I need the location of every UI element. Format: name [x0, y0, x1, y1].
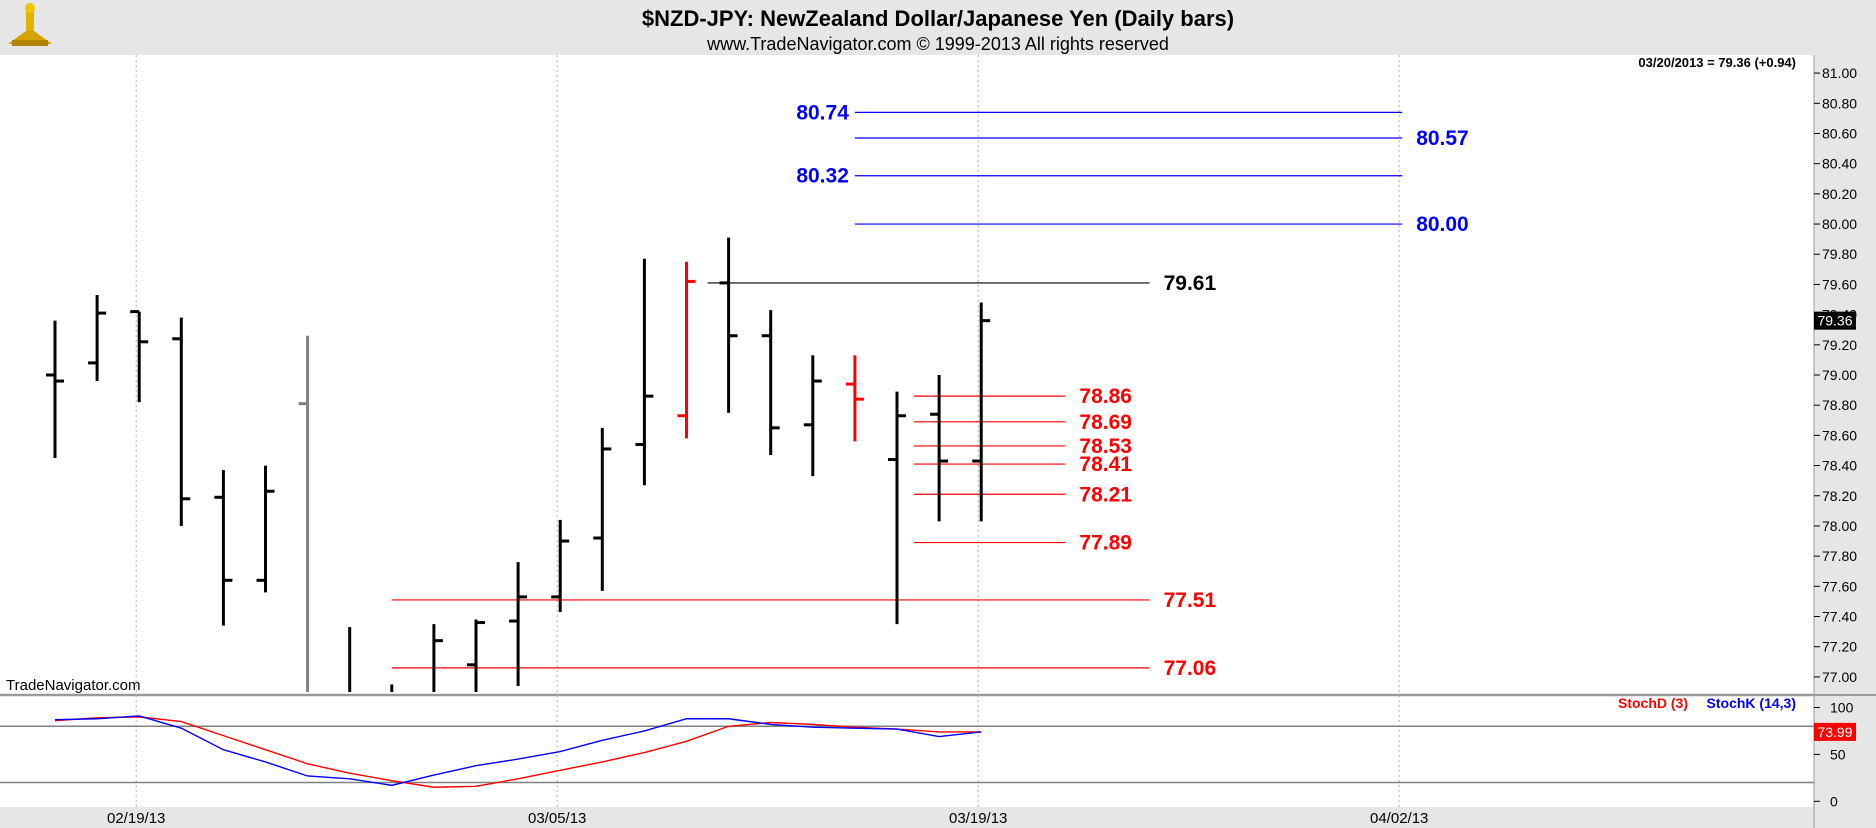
price-tick-20: 77.00 — [1822, 669, 1857, 685]
level-label-7: 78.53 — [1079, 435, 1132, 458]
level-label-1: 80.57 — [1416, 127, 1469, 150]
price-tick-0: 81.00 — [1822, 65, 1857, 81]
price-tick-3: 80.40 — [1822, 156, 1857, 172]
ohlc-bar-16 — [719, 237, 738, 413]
ohlc-bar-20 — [888, 391, 906, 625]
ohlc-bar-15 — [677, 261, 696, 439]
price-tick-16: 77.80 — [1822, 548, 1857, 564]
ohlc-bar-11 — [509, 562, 528, 686]
price-tick-4: 80.20 — [1822, 186, 1857, 202]
ohlc-bar-17 — [761, 310, 780, 456]
ohlc-bar-4 — [214, 470, 233, 626]
price-tick-19: 77.20 — [1822, 639, 1857, 655]
ohlc-bar-1 — [88, 294, 107, 382]
stoch-series-1 — [54, 715, 982, 787]
level-label-2: 80.32 — [796, 165, 849, 188]
price-tick-13: 78.40 — [1822, 458, 1857, 474]
price-tick-1: 80.80 — [1822, 95, 1857, 111]
grid-lines — [135, 55, 1400, 807]
ohlc-bar-2 — [130, 310, 149, 403]
stochastic-lines — [0, 715, 1814, 788]
price-tick-6: 79.80 — [1822, 246, 1857, 262]
level-label-3: 80.00 — [1416, 213, 1469, 236]
ohlc-bar-9 — [432, 624, 443, 692]
date-axis: 02/19/13 03/05/13 03/19/13 04/02/13 — [107, 810, 1428, 827]
price-levels: 80.74 80.57 80.32 80.00 79.61 78.86 78.6978.53… — [391, 101, 1469, 680]
price-tick-14: 78.20 — [1822, 488, 1857, 504]
price-tick-17: 77.60 — [1822, 578, 1857, 594]
legend-stoch-k: StochK (14,3) — [1707, 695, 1796, 711]
price-tick-10: 79.00 — [1822, 367, 1857, 383]
ohlc-bar-22 — [972, 302, 991, 522]
level-label-9: 78.21 — [1079, 483, 1132, 506]
ohlc-bar-10 — [467, 619, 485, 692]
level-label-8: 78.41 — [1079, 453, 1132, 476]
level-label-11: 77.51 — [1164, 589, 1217, 612]
level-label-12: 77.06 — [1164, 657, 1217, 680]
price-bars — [46, 237, 991, 692]
ohlc-bar-18 — [803, 355, 822, 477]
price-tick-2: 80.60 — [1822, 125, 1857, 141]
date-label-0: 02/19/13 — [107, 810, 165, 827]
tradenavigator-logo — [8, 3, 52, 46]
price-tick-12: 78.60 — [1822, 427, 1857, 443]
level-label-10: 77.89 — [1079, 532, 1132, 555]
ohlc-bar-3 — [172, 317, 191, 526]
price-tick-15: 78.00 — [1822, 518, 1857, 534]
last-close-readout: 03/20/2013 = 79.36 (+0.94) — [1638, 55, 1796, 70]
stoch-tick-2: 0 — [1830, 793, 1838, 809]
level-label-4: 79.61 — [1164, 272, 1217, 295]
ohlc-bar-13 — [593, 427, 612, 591]
chart-subtitle: www.TradeNavigator.com © 1999-2013 All r… — [706, 34, 1169, 54]
level-label-0: 80.74 — [796, 101, 849, 124]
ohlc-bar-19 — [845, 355, 864, 442]
svg-text:73.99: 73.99 — [1817, 724, 1852, 740]
stoch-series-0 — [54, 716, 982, 788]
ohlc-bar-0 — [46, 320, 64, 459]
price-pane[interactable] — [0, 55, 1814, 693]
legend-stoch-d: StochD (3) — [1618, 695, 1688, 711]
ohlc-bar-21 — [930, 375, 949, 522]
last-price-tag: 79.36 — [1814, 311, 1856, 330]
stoch-tick-0: 100 — [1830, 700, 1854, 716]
stoch-tick-1: 50 — [1830, 746, 1846, 762]
date-label-1: 03/05/13 — [528, 810, 586, 827]
date-label-3: 04/02/13 — [1370, 810, 1428, 827]
level-label-6: 78.69 — [1079, 411, 1132, 434]
price-tick-11: 78.80 — [1822, 397, 1857, 413]
level-label-5: 78.86 — [1079, 385, 1132, 408]
watermark: TradeNavigator.com — [6, 677, 141, 694]
price-axis: 81.00 80.80 80.60 80.40 80.20 80.00 79.80 79.60… — [1814, 65, 1857, 685]
ohlc-bar-5 — [256, 465, 275, 593]
date-label-2: 03/19/13 — [949, 810, 1007, 827]
ohlc-bar-14 — [635, 258, 654, 486]
price-tick-5: 80.00 — [1822, 216, 1857, 232]
ohlc-bar-12 — [551, 519, 570, 612]
last-stoch-tag: 73.99 — [1814, 722, 1856, 741]
price-tick-9: 79.20 — [1822, 337, 1857, 353]
stochastic-pane[interactable] — [0, 697, 1814, 807]
svg-text:79.36: 79.36 — [1817, 313, 1852, 329]
stoch-axis: 100 50 0 — [1814, 700, 1854, 809]
price-tick-7: 79.60 — [1822, 276, 1857, 292]
ohlc-bar-6 — [298, 335, 310, 692]
chart-title: $NZD-JPY: NewZealand Dollar/Japanese Yen… — [642, 6, 1234, 31]
price-tick-18: 77.40 — [1822, 609, 1857, 625]
